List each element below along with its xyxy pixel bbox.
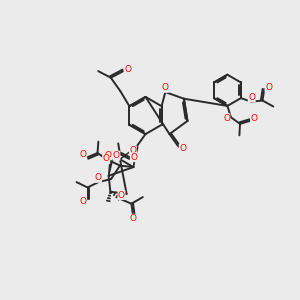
Text: O: O xyxy=(223,114,230,123)
Text: O: O xyxy=(103,154,110,164)
Text: O: O xyxy=(250,114,258,123)
Polygon shape xyxy=(109,161,112,176)
Text: O: O xyxy=(161,83,169,92)
Text: O: O xyxy=(129,214,137,223)
Text: O: O xyxy=(129,146,137,155)
Text: O: O xyxy=(265,83,272,92)
Text: O: O xyxy=(80,196,87,206)
Text: O: O xyxy=(80,150,87,159)
Text: O: O xyxy=(179,144,186,153)
Text: O: O xyxy=(113,151,120,160)
Polygon shape xyxy=(134,146,138,167)
Text: O: O xyxy=(130,153,137,162)
Text: O: O xyxy=(104,151,112,160)
Text: O: O xyxy=(248,93,255,102)
Text: O: O xyxy=(94,173,102,182)
Text: O: O xyxy=(124,65,131,74)
Text: O: O xyxy=(118,190,125,200)
